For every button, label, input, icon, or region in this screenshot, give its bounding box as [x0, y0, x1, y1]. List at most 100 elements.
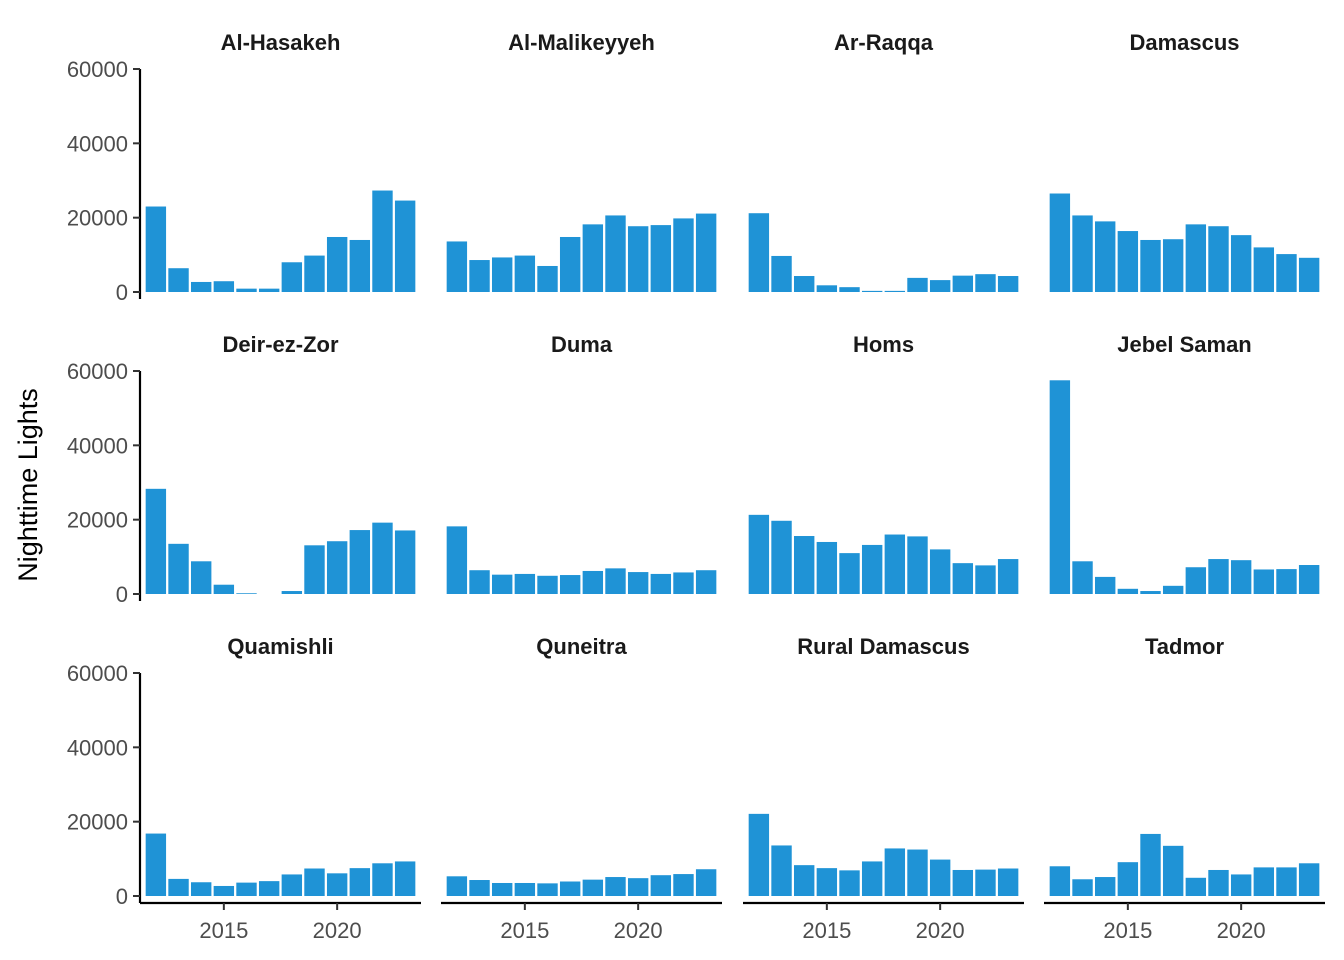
bar-jebel-saman-2012: [1049, 380, 1071, 594]
bar-al-malikeyyeh-2015: [514, 255, 536, 292]
bar-quneitra-2017: [559, 881, 581, 896]
bar-duma-2021: [650, 573, 672, 594]
bar-quamishli-2020: [326, 873, 348, 896]
bar-tadmor-2019: [1208, 869, 1229, 896]
bar-al-hasakeh-2021: [349, 239, 371, 292]
bar-duma-2017: [559, 575, 581, 594]
bar-al-malikeyyeh-2016: [537, 265, 558, 292]
bar-homs-2021: [952, 563, 974, 594]
bar-deir-ez-zor-2020: [326, 541, 348, 594]
bar-tadmor-2015: [1117, 862, 1139, 896]
bar-ar-raqqa-2016: [839, 287, 860, 292]
y-tick-label: 40000: [67, 433, 128, 458]
bar-damascus-2020: [1230, 235, 1252, 292]
facet-panel-jebel-saman: Jebel Saman: [1049, 332, 1320, 594]
bars-damascus: [1049, 193, 1320, 292]
bar-jebel-saman-2019: [1208, 559, 1229, 594]
facet-panel-quamishli: Quamishli 0 20000 40000 60000 2015 2020: [67, 634, 421, 943]
bar-al-hasakeh-2018: [281, 262, 303, 292]
y-tick-label: 0: [116, 884, 128, 909]
bar-jebel-saman-2015: [1117, 588, 1139, 594]
bar-quamishli-2012: [145, 833, 167, 896]
x-tick-label: 2015: [802, 918, 851, 943]
bar-quneitra-2015: [514, 882, 536, 896]
bar-quneitra-2016: [537, 883, 558, 896]
y-tick-label: 60000: [67, 57, 128, 82]
facet-panel-homs: Homs: [748, 332, 1019, 594]
bar-quamishli-2015: [213, 885, 235, 896]
bar-tadmor-2012: [1049, 866, 1071, 896]
bar-homs-2020: [929, 549, 951, 594]
bar-damascus-2023: [1298, 257, 1320, 292]
bar-duma-2019: [605, 568, 626, 594]
bar-rural-damascus-2017: [861, 861, 883, 896]
facet-title: Deir-ez-Zor: [222, 332, 339, 357]
facet-title: Damascus: [1129, 30, 1239, 55]
bar-damascus-2012: [1049, 193, 1071, 292]
bars-quamishli: [145, 833, 416, 897]
bar-al-hasakeh-2023: [394, 200, 416, 292]
bar-al-malikeyyeh-2020: [627, 226, 649, 292]
bar-rural-damascus-2022: [975, 869, 996, 896]
bar-quamishli-2016: [236, 882, 257, 896]
bar-quamishli-2023: [394, 861, 416, 896]
facet-panels: Al-Hasakeh 0 20000 40000 60000 Al-Malikeyyeh A…: [67, 30, 1325, 943]
bar-rural-damascus-2016: [839, 870, 860, 896]
bar-duma-2014: [491, 574, 513, 594]
x-tick-label: 2020: [313, 918, 362, 943]
bar-al-hasakeh-2022: [372, 190, 393, 292]
y-tick-label: 40000: [67, 735, 128, 760]
y-tick-label: 40000: [67, 131, 128, 156]
bar-homs-2023: [997, 559, 1019, 594]
bar-quamishli-2022: [372, 863, 393, 896]
bar-quamishli-2018: [281, 874, 303, 896]
facet-panel-rural-damascus: Rural Damascus 2015 2020: [743, 634, 1024, 943]
bars-ar-raqqa: [748, 213, 1019, 292]
bars-homs: [748, 514, 1019, 594]
facet-title: Homs: [853, 332, 914, 357]
facet-panel-quneitra: Quneitra 2015 2020: [441, 634, 722, 943]
bar-deir-ez-zor-2018: [281, 591, 303, 594]
bar-damascus-2017: [1162, 239, 1184, 292]
facet-title: Al-Malikeyyeh: [508, 30, 655, 55]
bar-quneitra-2021: [650, 875, 672, 896]
bar-quamishli-2017: [258, 881, 280, 896]
bar-al-hasakeh-2017: [258, 288, 280, 292]
bar-damascus-2019: [1208, 226, 1229, 292]
bar-duma-2022: [673, 572, 694, 594]
bar-homs-2012: [748, 514, 770, 594]
facet-title: Duma: [551, 332, 613, 357]
bars-duma: [446, 526, 717, 594]
bar-al-hasakeh-2015: [213, 281, 235, 292]
bar-ar-raqqa-2023: [997, 276, 1019, 292]
bar-tadmor-2023: [1298, 863, 1320, 896]
facet-panel-damascus: Damascus: [1049, 30, 1320, 292]
facet-title: Al-Hasakeh: [221, 30, 341, 55]
bar-deir-ez-zor-2023: [394, 530, 416, 594]
facet-panel-ar-raqqa: Ar-Raqqa: [748, 30, 1019, 292]
bar-ar-raqqa-2021: [952, 275, 974, 292]
bar-jebel-saman-2021: [1253, 569, 1275, 594]
facet-title: Tadmor: [1145, 634, 1224, 659]
facet-panel-al-hasakeh: Al-Hasakeh 0 20000 40000 60000: [67, 30, 416, 305]
bar-quneitra-2014: [491, 882, 513, 896]
bar-ar-raqqa-2022: [975, 274, 996, 292]
x-tick-label: 2020: [916, 918, 965, 943]
bar-quneitra-2023: [695, 869, 717, 896]
y-tick-label: 20000: [67, 508, 128, 533]
bar-duma-2013: [469, 570, 490, 594]
bar-al-malikeyyeh-2018: [582, 224, 604, 292]
bar-deir-ez-zor-2019: [304, 545, 325, 594]
bar-damascus-2018: [1185, 224, 1207, 292]
bar-homs-2017: [861, 544, 883, 594]
x-tick-label: 2020: [1217, 918, 1266, 943]
bar-jebel-saman-2022: [1276, 569, 1297, 594]
y-tick-label: 20000: [67, 810, 128, 835]
bar-damascus-2013: [1072, 215, 1093, 292]
bar-homs-2013: [771, 520, 792, 594]
bar-duma-2023: [695, 570, 717, 594]
bar-jebel-saman-2020: [1230, 560, 1252, 594]
bar-homs-2014: [793, 536, 815, 594]
bar-ar-raqqa-2019: [907, 277, 928, 292]
